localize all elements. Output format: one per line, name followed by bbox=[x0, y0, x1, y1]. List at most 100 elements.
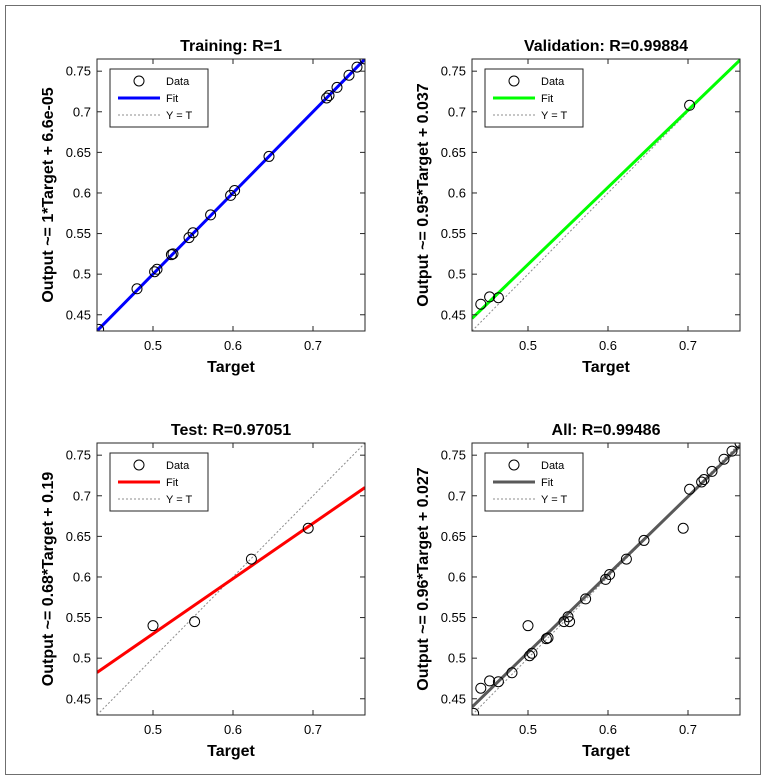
legend-label: Y = T bbox=[541, 110, 567, 122]
axes-box bbox=[471, 58, 741, 332]
data-point bbox=[580, 593, 592, 605]
x-tick-label: 0.6 bbox=[224, 338, 242, 353]
legend-label: Y = T bbox=[166, 494, 192, 506]
data-point bbox=[677, 522, 689, 534]
plot-content bbox=[97, 443, 365, 715]
chart-title: All: R=0.99486 bbox=[552, 422, 661, 439]
x-axis-label: Target bbox=[207, 743, 255, 760]
y-tick-label: 0.5 bbox=[73, 267, 91, 282]
y-tick-label: 0.6 bbox=[448, 569, 466, 584]
legend-label: Data bbox=[541, 76, 565, 88]
data-point bbox=[698, 474, 710, 486]
legend-label: Data bbox=[166, 76, 190, 88]
y-axis-label: Output ~= 1*Target + 6.6e-05 bbox=[40, 87, 57, 302]
data-point bbox=[323, 90, 335, 102]
x-tick-label: 0.5 bbox=[144, 722, 162, 737]
data-point bbox=[620, 553, 632, 565]
data-point bbox=[564, 616, 576, 628]
y-tick-label: 0.65 bbox=[66, 529, 91, 544]
data-point bbox=[604, 569, 616, 581]
data-point bbox=[351, 61, 363, 73]
data-point bbox=[472, 707, 480, 715]
y-axis-label: Output ~= 0.95*Target + 0.037 bbox=[415, 83, 432, 306]
x-tick-label: 0.7 bbox=[304, 338, 322, 353]
y-tick-label: 0.75 bbox=[66, 448, 91, 463]
legend-label: Data bbox=[166, 460, 190, 472]
plot-content bbox=[472, 443, 740, 715]
y-axis-label: Output ~= 0.96*Target + 0.027 bbox=[415, 467, 432, 690]
y-tick-label: 0.75 bbox=[441, 64, 466, 79]
legend-label: Y = T bbox=[541, 494, 567, 506]
legend: Data Fit Y = T bbox=[109, 68, 209, 128]
y-tick-label: 0.55 bbox=[66, 610, 91, 625]
data-point bbox=[189, 616, 201, 628]
x-tick-label: 0.7 bbox=[679, 338, 697, 353]
legend-data-marker bbox=[508, 75, 520, 87]
data-point bbox=[147, 620, 159, 632]
y-tick-label: 0.7 bbox=[73, 104, 91, 119]
data-point bbox=[331, 81, 343, 93]
x-tick-label: 0.5 bbox=[519, 722, 537, 737]
y-tick-label: 0.65 bbox=[66, 145, 91, 160]
data-point bbox=[484, 291, 496, 303]
y-tick-label: 0.55 bbox=[66, 226, 91, 241]
legend: Data Fit Y = T bbox=[484, 68, 584, 128]
chart-panel-2: 0.5 0.6 0.7 0.45 0.5 0.55 0.6 0.65 0.7 0.75 Valida… bbox=[415, 38, 741, 376]
fit-line bbox=[472, 444, 740, 709]
legend: Data Fit Y = T bbox=[109, 452, 209, 512]
x-tick-label: 0.5 bbox=[144, 338, 162, 353]
y-tick-label: 0.45 bbox=[66, 307, 91, 322]
y-tick-label: 0.6 bbox=[448, 185, 466, 200]
axes-box bbox=[96, 58, 366, 332]
data-point bbox=[492, 676, 504, 688]
fit-line bbox=[472, 59, 740, 320]
data-point bbox=[151, 263, 163, 275]
data-point bbox=[343, 69, 355, 81]
legend-label: Fit bbox=[541, 93, 553, 105]
chart-title: Training: R=1 bbox=[180, 38, 282, 55]
chart-title: Validation: R=0.99884 bbox=[524, 38, 688, 55]
y-tick-label: 0.5 bbox=[448, 267, 466, 282]
data-point bbox=[245, 553, 257, 565]
data-point bbox=[187, 227, 199, 239]
data-point bbox=[562, 611, 574, 623]
y-tick-label: 0.65 bbox=[441, 145, 466, 160]
y-tick-label: 0.45 bbox=[441, 691, 466, 706]
chart-panel-1: 0.5 0.6 0.7 0.45 0.5 0.55 0.6 0.65 0.7 0.75 Traini… bbox=[40, 38, 366, 376]
data-point bbox=[684, 483, 696, 495]
x-tick-label: 0.7 bbox=[679, 722, 697, 737]
plot-content bbox=[472, 59, 740, 331]
x-tick-label: 0.6 bbox=[599, 338, 617, 353]
chart-panel-3: 0.5 0.6 0.7 0.45 0.5 0.55 0.6 0.65 0.7 0.75 Test: … bbox=[40, 422, 366, 760]
x-tick-label: 0.7 bbox=[304, 722, 322, 737]
data-point bbox=[475, 682, 487, 694]
data-point bbox=[205, 209, 217, 221]
legend-label: Y = T bbox=[166, 110, 192, 122]
legend-data-marker bbox=[508, 459, 520, 471]
data-point bbox=[696, 476, 708, 488]
chart-panel-4: 0.5 0.6 0.7 0.45 0.5 0.55 0.6 0.65 0.7 0.75 All: R… bbox=[415, 422, 741, 760]
y-tick-label: 0.7 bbox=[448, 104, 466, 119]
x-axis-label: Target bbox=[207, 359, 255, 376]
y-tick-label: 0.45 bbox=[441, 307, 466, 322]
legend-data-marker bbox=[133, 75, 145, 87]
y-tick-label: 0.6 bbox=[73, 569, 91, 584]
legend-data-marker bbox=[133, 459, 145, 471]
legend-label: Fit bbox=[541, 477, 553, 489]
y-tick-label: 0.7 bbox=[73, 488, 91, 503]
data-point bbox=[522, 620, 534, 632]
y-tick-label: 0.6 bbox=[73, 185, 91, 200]
data-point bbox=[726, 445, 738, 457]
fit-line bbox=[97, 486, 365, 674]
legend-label: Data bbox=[541, 460, 565, 472]
data-point bbox=[542, 632, 554, 644]
data-point bbox=[484, 675, 496, 687]
data-point bbox=[506, 667, 518, 679]
y-axis-label: Output ~= 0.68*Target + 0.19 bbox=[40, 472, 57, 687]
plot-content bbox=[97, 59, 365, 331]
data-point bbox=[475, 298, 487, 310]
y-tick-label: 0.65 bbox=[441, 529, 466, 544]
legend-label: Fit bbox=[166, 477, 178, 489]
y-tick-label: 0.55 bbox=[441, 226, 466, 241]
